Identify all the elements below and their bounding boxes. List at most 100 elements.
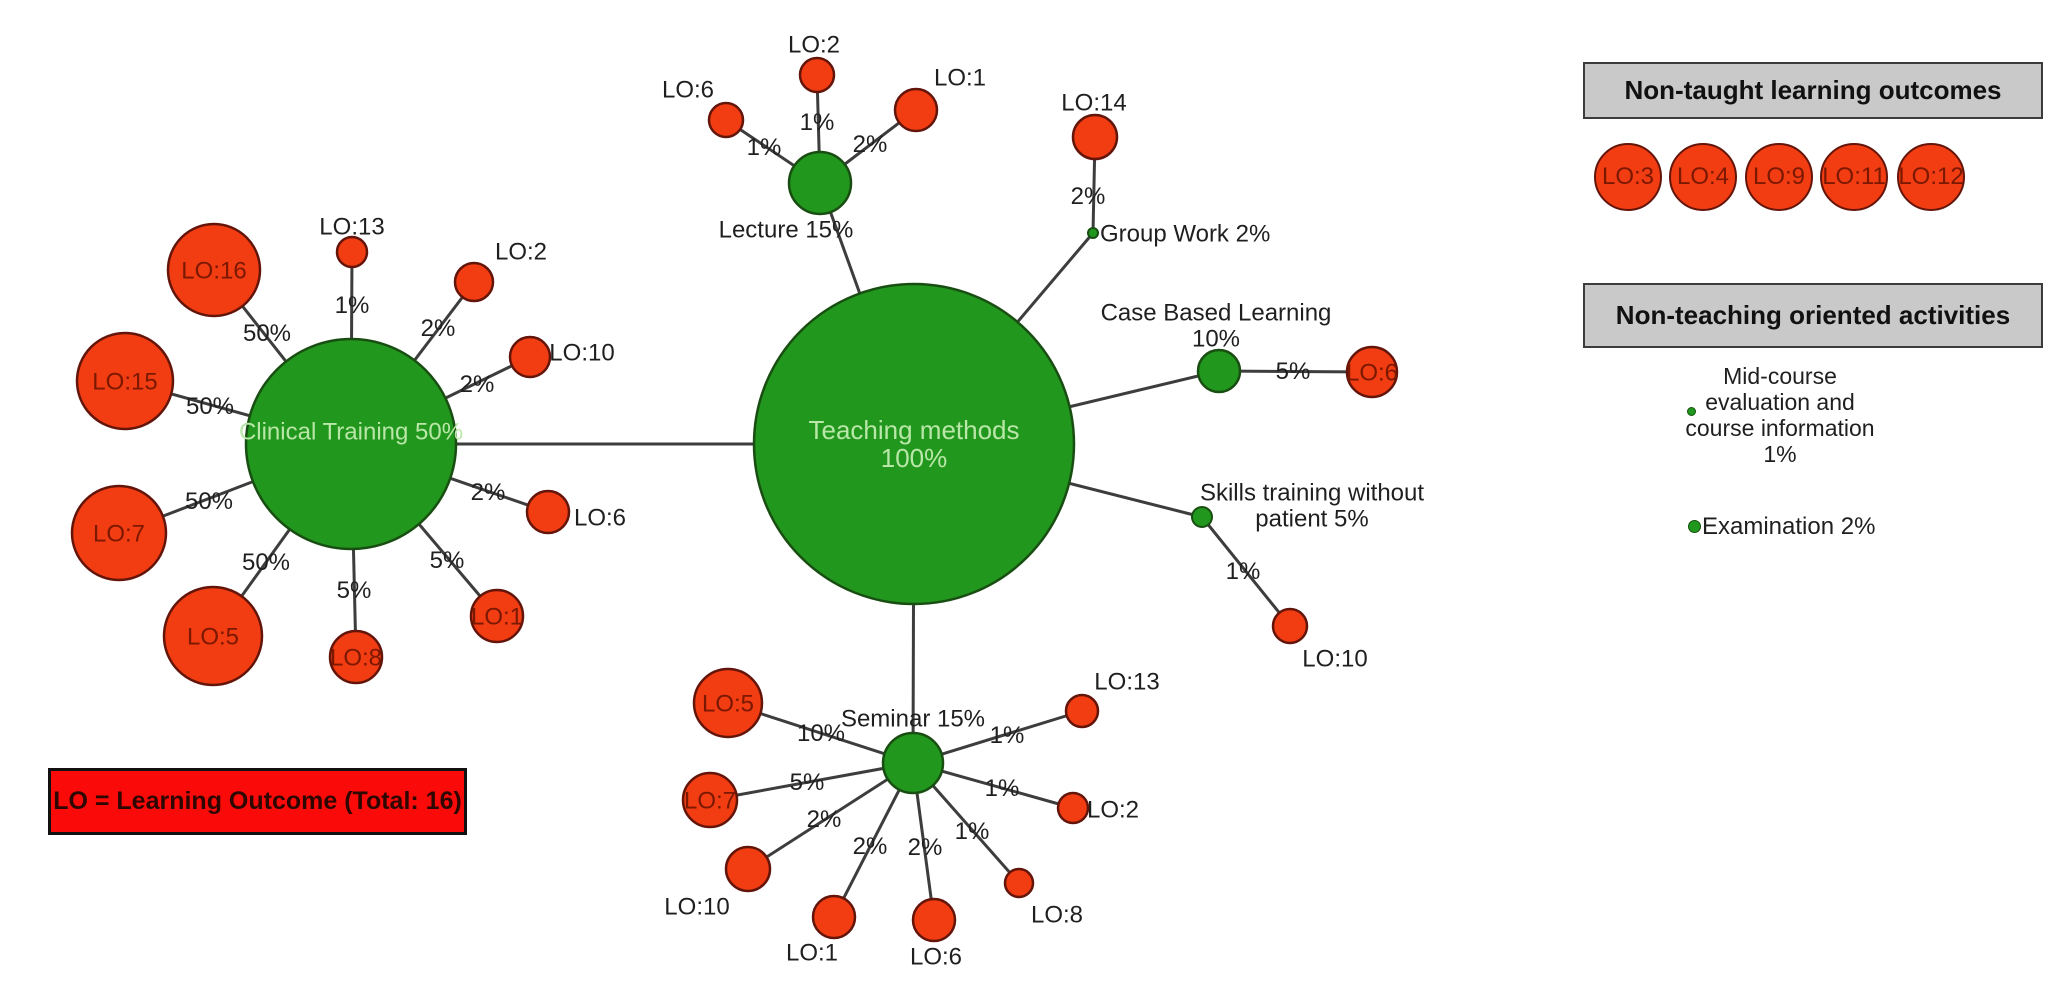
node-circle-teaching-methods	[752, 282, 1076, 606]
satellite-circle-lo-6	[525, 489, 571, 535]
node-label: LO:1	[934, 64, 986, 91]
node-label: LO:8	[330, 644, 382, 671]
satellite-circle-lo-2	[453, 261, 495, 303]
node-label: 2%	[908, 834, 943, 861]
satellite-circle-lo-7	[681, 771, 739, 829]
node-label: LO:7	[684, 787, 736, 814]
node-label: LO:10	[664, 893, 729, 920]
node-label: LO:6	[574, 504, 626, 531]
satellite-circle-lo-13	[1064, 693, 1100, 729]
satellite-circle-lo-10	[508, 335, 552, 379]
node-label: Lecture 15%	[719, 216, 854, 243]
node-label: 1%	[955, 818, 990, 845]
node-label: LO:15	[92, 368, 157, 395]
node-circle-skills-training-without-patient	[1191, 506, 1213, 528]
satellite-circle-lo-8	[1003, 867, 1035, 899]
non-taught-circle-lo-9: LO:9	[1745, 143, 1813, 211]
node-label: LO:8	[1031, 901, 1083, 928]
node-label: 10%	[1192, 325, 1240, 352]
node-label: 5%	[337, 577, 372, 604]
non-taught-circle-lo-3: LO:3	[1594, 143, 1662, 211]
node-label: LO:13	[1094, 668, 1159, 695]
node-label: 5%	[430, 547, 465, 574]
node-label: LO:5	[702, 690, 754, 717]
node-label: 1%	[1226, 558, 1261, 585]
edge-line	[1200, 516, 1292, 627]
satellite-circle-lo-6	[707, 101, 745, 139]
node-label: Skills training without	[1200, 479, 1424, 506]
satellite-circle-lo-2	[798, 56, 836, 94]
satellite-circle-lo-14	[1071, 113, 1119, 161]
satellite-circle-lo-16	[166, 222, 262, 318]
satellite-circle-lo-6	[1345, 345, 1399, 399]
node-label: 2%	[471, 479, 506, 506]
node-label: Clinical Training 50%	[239, 418, 463, 445]
non-taught-circle-lo-12: LO:12	[1897, 143, 1965, 211]
node-label: LO:6	[910, 943, 962, 970]
node-label: LO:1	[786, 939, 838, 966]
node-label: LO:7	[93, 520, 145, 547]
node-label: 1%	[800, 109, 835, 136]
midcourse-evaluation-dot	[1687, 407, 1696, 416]
midcourse-evaluation-label: Mid-course evaluation and course informa…	[1620, 363, 1940, 467]
midcourse-line-2: evaluation and	[1705, 389, 1855, 415]
satellite-circle-lo-6	[911, 897, 957, 943]
node-label: 5%	[1276, 358, 1311, 385]
satellite-circle-lo-7	[70, 484, 168, 582]
satellite-circle-lo-5	[162, 585, 264, 687]
node-label: Case Based Learning	[1101, 299, 1332, 326]
edge-line	[747, 761, 914, 871]
node-label: Seminar 15%	[841, 705, 985, 732]
satellite-circle-lo-1	[469, 588, 525, 644]
node-label: LO:6	[662, 76, 714, 103]
node-circle-lecture	[787, 150, 853, 216]
node-label: LO:6	[1346, 359, 1398, 386]
midcourse-line-3: course information	[1685, 415, 1875, 441]
node-label: 1%	[985, 775, 1020, 802]
satellite-circle-lo-10	[724, 845, 772, 893]
satellite-circle-lo-1	[811, 894, 857, 940]
node-label: Teaching methods	[808, 415, 1019, 445]
node-label: Group Work 2%	[1100, 220, 1270, 247]
satellite-circle-lo-1	[893, 87, 939, 133]
node-circle-group-work	[1087, 227, 1099, 239]
satellite-circle-lo-5	[692, 667, 764, 739]
node-circle-case-based-learning	[1196, 348, 1242, 394]
node-label: LO:2	[1087, 796, 1139, 823]
node-label: 1%	[335, 292, 370, 319]
satellite-circle-lo-2	[1056, 791, 1090, 825]
non-taught-circle-lo-11: LO:11	[1820, 143, 1888, 211]
node-label: 1%	[990, 722, 1025, 749]
node-label: 2%	[460, 371, 495, 398]
examination-dot	[1688, 520, 1701, 533]
node-label: LO:10	[1302, 645, 1367, 672]
node-label: LO:2	[495, 238, 547, 265]
node-label: LO:10	[549, 339, 614, 366]
node-label: LO:16	[181, 257, 246, 284]
midcourse-line-1: Mid-course	[1723, 363, 1837, 389]
node-label: LO:5	[187, 623, 239, 650]
node-label: 2%	[1071, 183, 1106, 210]
node-label: 1%	[747, 134, 782, 161]
node-label: 5%	[790, 769, 825, 796]
midcourse-line-4: 1%	[1763, 441, 1797, 467]
node-label: LO:2	[788, 31, 840, 58]
node-label: patient 5%	[1255, 505, 1368, 532]
non-taught-outcomes-header: Non-taught learning outcomes	[1583, 62, 2043, 119]
node-label: 10%	[797, 720, 845, 747]
node-label: 50%	[243, 320, 291, 347]
edge-line	[709, 761, 914, 802]
satellite-circle-lo-13	[335, 235, 369, 269]
node-label: 50%	[242, 549, 290, 576]
node-label: 2%	[421, 315, 456, 342]
non-taught-circle-lo-4: LO:4	[1669, 143, 1737, 211]
examination-label: Examination 2%	[1702, 513, 1876, 540]
satellite-circle-lo-8	[328, 629, 384, 685]
node-label: LO:13	[319, 213, 384, 240]
node-circle-seminar	[881, 731, 945, 795]
lo-definition-legend: LO = Learning Outcome (Total: 16)	[48, 768, 467, 835]
node-label: 50%	[186, 393, 234, 420]
satellite-circle-lo-15	[75, 331, 175, 431]
